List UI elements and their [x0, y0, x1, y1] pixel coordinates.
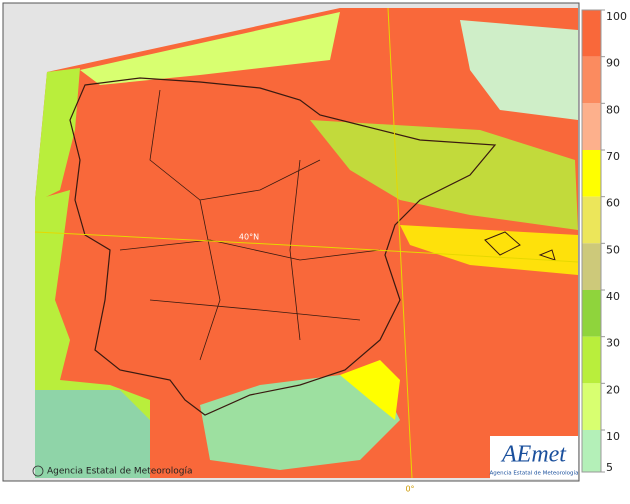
- iberia-outline: [69, 77, 497, 416]
- legend-band: [582, 336, 601, 384]
- legend-tick-label: 40: [606, 290, 620, 303]
- logo-name: AEmet: [500, 442, 567, 468]
- field-green: [80, 12, 340, 85]
- legend-band: [582, 383, 601, 430]
- field-yellow: [340, 360, 400, 420]
- legend-tick-label: 90: [606, 57, 620, 70]
- legend-tick-label: 60: [606, 197, 620, 210]
- legend-band: [582, 10, 601, 57]
- region-borders: [119, 89, 381, 361]
- legend-tick-label: 30: [606, 337, 620, 350]
- field-yellow: [400, 225, 578, 275]
- field-lightgreen: [35, 390, 150, 478]
- legend-band: [582, 103, 601, 150]
- legend-band: [582, 56, 601, 104]
- legend-tick-label: 70: [606, 150, 620, 163]
- field-green: [35, 68, 80, 200]
- logo-box: [490, 436, 578, 479]
- data-region: [35, 8, 578, 478]
- legend-frame: [581, 9, 602, 473]
- legend-band: [582, 196, 601, 244]
- legend-band: [582, 150, 601, 197]
- field-green: [310, 120, 578, 230]
- legend-tick-label: 50: [606, 243, 620, 256]
- meridian-label: 0°: [405, 485, 414, 494]
- legend-tick-label: 20: [606, 383, 620, 396]
- legend-tick-label: 100: [606, 10, 627, 23]
- islands: [484, 231, 556, 261]
- copyright-text: Agencia Estatal de Meteorología: [47, 467, 193, 477]
- legend-band: [582, 430, 601, 472]
- legend-tick-label: 10: [606, 430, 620, 443]
- field-lightgreen: [460, 20, 578, 120]
- field-lightgreen: [200, 375, 400, 470]
- legend-band: [582, 290, 601, 337]
- parallel-label: 40°N: [239, 233, 259, 242]
- meridian-line: [387, 7, 413, 479]
- legend-band: [582, 243, 601, 290]
- legend-tick-label: 5: [606, 461, 613, 474]
- copyright-icon: [32, 465, 44, 477]
- logo-subtitle: Agencia Estatal de Meteorología: [490, 470, 579, 477]
- legend-tick-label: 80: [606, 103, 620, 116]
- parallel-line: [34, 231, 579, 263]
